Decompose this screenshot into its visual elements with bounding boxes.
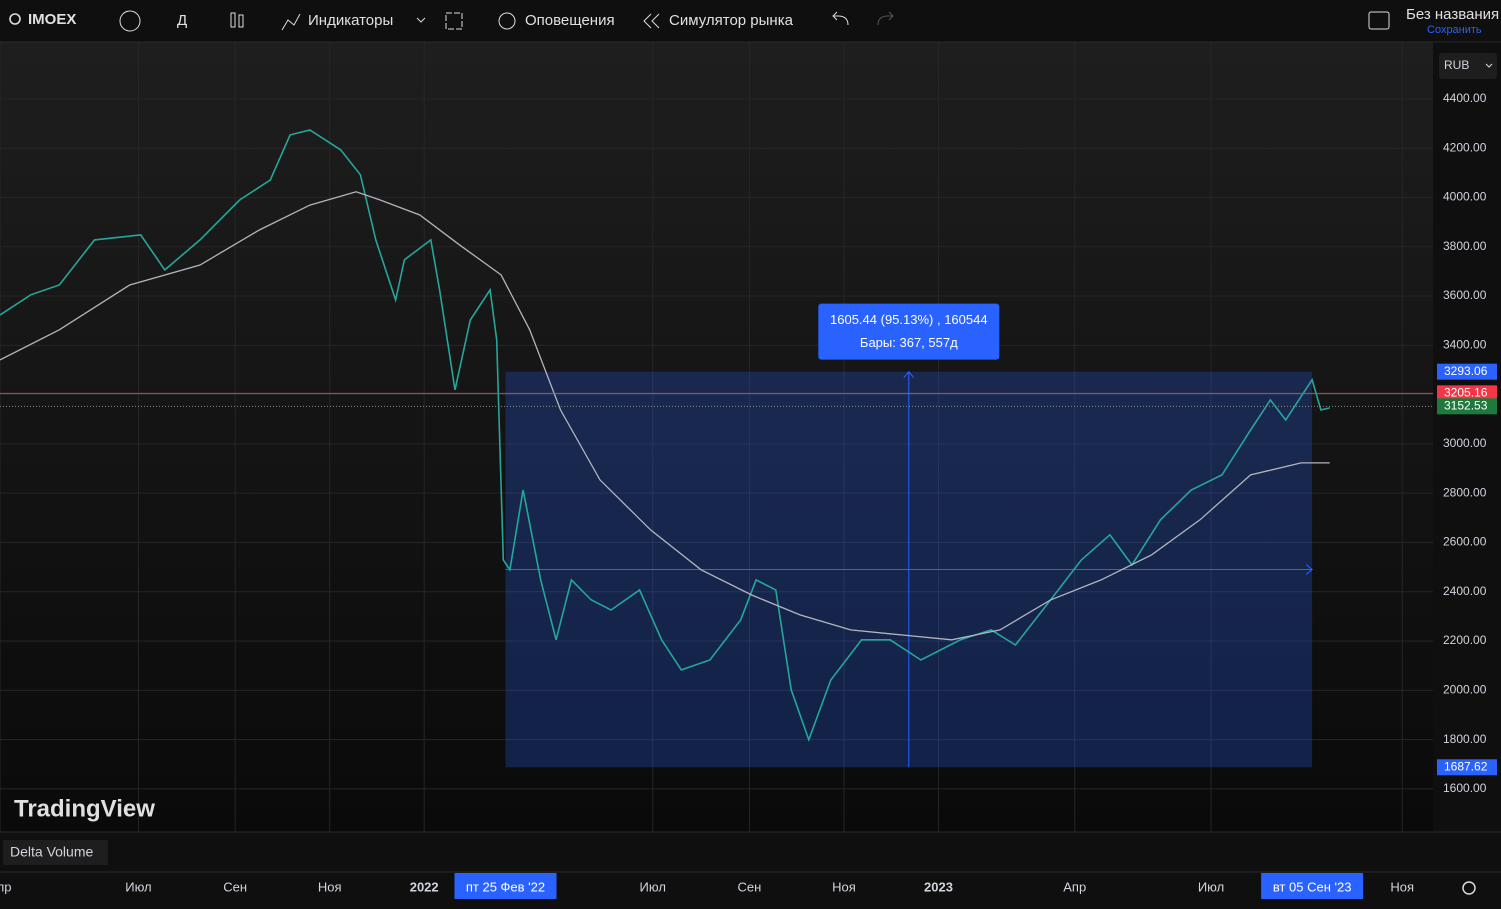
price-line [0,129,1330,743]
time-highlight-label: пт 25 Фев '22 [466,879,545,894]
x-tick-label: Ноя [1390,879,1414,894]
price-label: 3293.06 [1444,364,1488,378]
measure-v-head [903,370,915,379]
indicators[interactable]: Индикаторы [308,12,393,29]
time-highlight [1261,873,1364,899]
add-symbol[interactable] [119,10,141,32]
interval[interactable]: Д [177,12,187,29]
dropdown[interactable] [416,17,426,23]
x-tick-label: Ноя [832,879,856,894]
plot-bg [0,42,1433,832]
chart-type-2 [238,14,244,28]
x-tick-label: 2022 [410,879,439,894]
indicator-legend[interactable] [3,840,108,865]
x-tick-label: Июл [1198,879,1224,894]
y-tick-label: 1600.00 [1443,781,1487,795]
price-label-bg [1437,398,1497,415]
currency-box[interactable] [1439,53,1497,79]
time-highlight-label: вт 05 Сен '23 [1273,879,1352,894]
x-tick-label: 2023 [924,879,953,894]
moving-average [0,191,1330,641]
symbol[interactable]: IMOEX [28,11,76,28]
y-tick-label: 2400.00 [1443,584,1487,598]
price-label: 1687.62 [1444,759,1488,773]
measure-tooltip [818,303,1000,360]
watermark: TradingView [14,795,155,822]
y-tick-label: 4400.00 [1443,91,1487,105]
measure-label: Бары: 367, 557д [860,335,958,350]
save[interactable]: Сохранить [1427,24,1482,36]
toolbar [0,0,1501,42]
currency[interactable]: RUB [1444,58,1469,72]
undo[interactable] [832,11,849,26]
x-tick-label: Июл [125,879,151,894]
y-tick-label: 4200.00 [1443,140,1487,154]
search-icon[interactable] [9,13,21,25]
templates[interactable] [445,12,463,30]
redo[interactable] [877,11,894,26]
y-tick-label: 3800.00 [1443,239,1487,253]
y-tick-label: 1800.00 [1443,732,1487,746]
chart-type[interactable] [230,12,236,28]
y-tick-label: 2800.00 [1443,485,1487,499]
x-tick-label: Сен [738,879,762,894]
x-tick-label: Апр [0,879,11,894]
time-axis [0,872,1501,904]
indicator-pane [0,832,1433,872]
y-tick-label: 2200.00 [1443,633,1487,647]
measure-h-head [1305,564,1313,575]
indicators-icon [281,13,301,31]
y-tick-label: 3000.00 [1443,436,1487,450]
y-tick-label: 3400.00 [1443,338,1487,352]
time-highlight [454,873,557,899]
alerts[interactable]: Оповещения [525,12,615,29]
layout-icon[interactable] [1368,11,1390,30]
price-label-bg [1437,363,1497,380]
settings[interactable] [1462,881,1476,895]
replay-icon [643,13,660,29]
y-tick-label: 3600.00 [1443,288,1487,302]
x-tick-label: Ноя [318,879,342,894]
indicator-name[interactable]: Delta Volume [10,844,93,860]
alerts-icon [498,12,516,30]
layout-name[interactable]: Без названия [1406,6,1499,23]
y-tick-label: 2600.00 [1443,535,1487,549]
price-axis [1433,43,1501,872]
measure-label: 1605.44 (95.13%) , 160544 [830,312,988,327]
replay[interactable]: Симулятор рынка [669,12,794,29]
y-tick-label: 2000.00 [1443,682,1487,696]
price-label-bg [1437,385,1497,402]
y-tick-label: 4000.00 [1443,190,1487,204]
x-tick-label: Сен [223,879,247,894]
price-label: 3152.53 [1444,398,1488,412]
price-label-bg [1437,759,1497,776]
x-tick-label: Июл [640,879,666,894]
currency-dropdown [1485,63,1493,68]
price-label: 3205.16 [1444,386,1488,400]
x-tick-label: Апр [1063,879,1086,894]
